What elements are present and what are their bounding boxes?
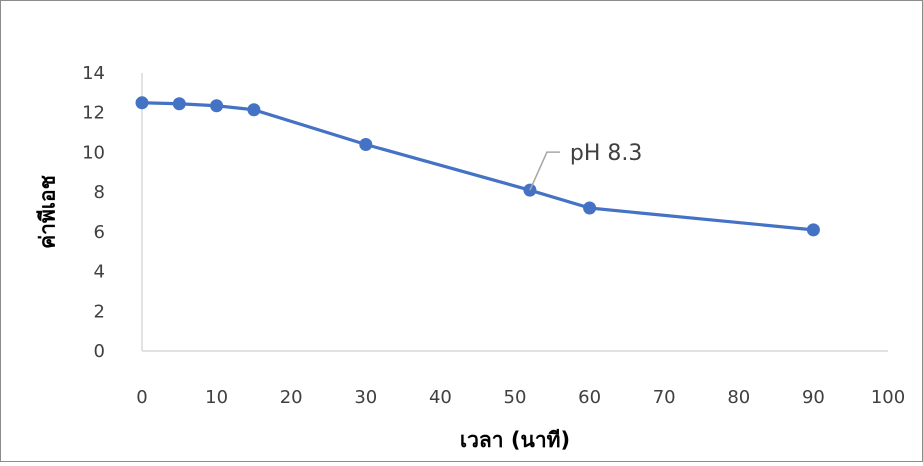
x-tick-label: 70 [653, 387, 676, 408]
axes [141, 73, 888, 352]
y-tick-label: 4 [94, 262, 105, 283]
data-point [806, 223, 820, 237]
data-point [172, 97, 186, 111]
y-tick-label: 0 [94, 341, 105, 362]
annotation-label: pH 8.3 [570, 141, 643, 166]
data-point [135, 96, 149, 110]
data-point [359, 137, 373, 151]
y-tick-label: 8 [94, 182, 105, 203]
series-line [140, 101, 816, 232]
y-tick-label: 14 [82, 63, 105, 84]
x-tick-label: 0 [136, 387, 147, 408]
data-point [210, 99, 224, 113]
data-point [247, 103, 261, 117]
annotation-leader-line [529, 151, 560, 191]
y-tick-label: 12 [82, 103, 105, 124]
x-axis-tick-labels: 0 10 20 30 40 50 60 70 80 90 100 [136, 387, 905, 408]
data-point [583, 201, 597, 215]
x-tick-label: 20 [280, 387, 303, 408]
annotation-layer: pH 8.3 [529, 141, 643, 191]
y-tick-label: 2 [94, 301, 105, 322]
y-tick-label: 10 [82, 142, 105, 163]
x-axis-title: เวลา (นาที) [460, 428, 570, 452]
x-tick-label: 60 [578, 387, 601, 408]
series-layer [135, 96, 820, 237]
y-tick-label: 6 [94, 222, 105, 243]
x-tick-label: 100 [871, 387, 905, 408]
x-tick-label: 50 [504, 387, 527, 408]
x-tick-label: 30 [354, 387, 377, 408]
x-tick-label: 10 [205, 387, 228, 408]
y-axis-title: ค่าพีเอช [35, 175, 59, 249]
x-tick-label: 40 [429, 387, 452, 408]
x-tick-label: 90 [802, 387, 825, 408]
x-tick-label: 80 [727, 387, 750, 408]
y-axis-tick-labels: 0 2 4 6 8 10 12 14 [82, 63, 105, 362]
